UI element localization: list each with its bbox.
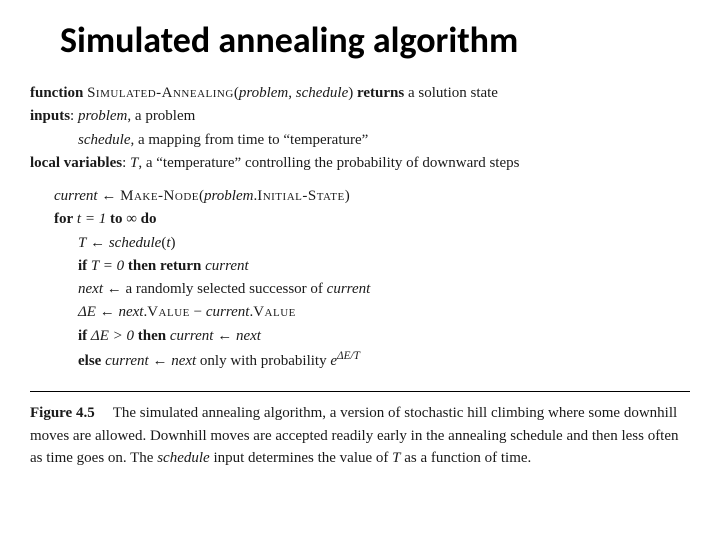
field-initial-state: Initial-State xyxy=(257,188,345,204)
kw-function: function xyxy=(30,85,83,101)
var-current: current xyxy=(206,304,250,320)
arg-problem: problem xyxy=(239,85,288,101)
var-next: next xyxy=(236,328,261,344)
vspace xyxy=(30,175,690,185)
kw-locals: local variables xyxy=(30,155,122,171)
prob-text: only with probability xyxy=(196,353,330,369)
body-l6: ΔE ← next.Value − current.Value xyxy=(30,301,690,324)
figure-rule xyxy=(30,391,690,392)
var-next: next xyxy=(171,353,196,369)
var-next: next xyxy=(78,281,103,297)
body-l1: current ← Make-Node(problem.Initial-Stat… xyxy=(30,185,690,208)
caption-schedule: schedule xyxy=(157,450,209,466)
fn-signature: function Simulated-Annealing(problem, sc… xyxy=(30,82,690,105)
fn-make-node: Make-Node xyxy=(120,188,199,204)
var-current: current xyxy=(201,258,248,274)
var-current: current xyxy=(166,328,213,344)
arrow: ← xyxy=(149,353,172,369)
body-l2: for t = 1 to ∞ do xyxy=(30,208,690,231)
kw-then: then xyxy=(138,328,166,344)
exponent: ΔE/T xyxy=(337,350,360,362)
body-l4: if T = 0 then return current xyxy=(30,255,690,278)
return-desc: a solution state xyxy=(404,85,498,101)
var-problem: problem xyxy=(204,188,253,204)
caption-text-3: as a function of time. xyxy=(400,450,531,466)
kw-for: for xyxy=(54,211,73,227)
paren: ) xyxy=(345,188,350,204)
locals-line: local variables: T, a “temperature” cont… xyxy=(30,152,690,175)
var-next: next xyxy=(118,304,143,320)
inputs-line-2: schedule, a mapping from time to “temper… xyxy=(30,129,690,152)
comma: , xyxy=(288,85,296,101)
input-problem-desc: , a problem xyxy=(127,108,195,124)
arrow: ← xyxy=(213,328,236,344)
body-l7: if ΔE > 0 then current ← next xyxy=(30,325,690,348)
kw-returns: returns xyxy=(357,85,404,101)
arrow: ← xyxy=(98,188,121,204)
page-title: Simulated annealing algorithm xyxy=(0,0,720,66)
desc: a randomly selected successor of xyxy=(125,281,326,297)
kw-then-return: then return xyxy=(128,258,201,274)
figure-caption: Figure 4.5The simulated annealing algori… xyxy=(0,398,720,470)
kw-if: if xyxy=(78,258,87,274)
arrow: ← xyxy=(86,235,109,251)
e-base: e xyxy=(330,353,337,369)
fn-schedule: schedule xyxy=(109,235,161,251)
colon: : xyxy=(70,108,78,124)
var-dE: ΔE xyxy=(78,304,96,320)
local-T-desc: , a “temperature” controlling the probab… xyxy=(138,155,519,171)
kw-if: if xyxy=(78,328,87,344)
input-schedule: schedule xyxy=(78,132,130,148)
figure-number: Figure 4.5 xyxy=(30,405,95,421)
inputs-line-1: inputs: problem, a problem xyxy=(30,105,690,128)
algorithm-block: function Simulated-Annealing(problem, sc… xyxy=(0,66,720,381)
paren: ) xyxy=(171,235,176,251)
colon: : xyxy=(122,155,130,171)
body-l3: T ← schedule(t) xyxy=(30,232,690,255)
kw-do: do xyxy=(141,211,157,227)
minus: − xyxy=(190,304,206,320)
cond: ΔE > 0 xyxy=(87,328,138,344)
for-expr: t = 1 xyxy=(73,211,110,227)
body-l5: next ← a randomly selected successor of … xyxy=(30,278,690,301)
var-current: current xyxy=(101,353,148,369)
kw-to: to xyxy=(110,211,123,227)
caption-text-2: input determines the value of xyxy=(210,450,392,466)
inf: ∞ xyxy=(122,211,140,227)
body-l8: else current ← next only with probabilit… xyxy=(30,348,690,373)
kw-else: else xyxy=(78,353,101,369)
arrow: ← xyxy=(103,281,126,297)
kw-inputs: inputs xyxy=(30,108,70,124)
input-problem: problem xyxy=(78,108,127,124)
input-schedule-desc: , a mapping from time to “temperature” xyxy=(130,132,368,148)
field-value: Value xyxy=(147,304,190,320)
arg-schedule: schedule xyxy=(296,85,348,101)
var-current: current xyxy=(327,281,371,297)
arrow: ← xyxy=(96,304,119,320)
paren-close: ) xyxy=(348,85,357,101)
cond: T = 0 xyxy=(87,258,128,274)
var-current: current xyxy=(54,188,98,204)
field-value: Value xyxy=(253,304,296,320)
fn-name: Simulated-Annealing xyxy=(87,85,234,101)
